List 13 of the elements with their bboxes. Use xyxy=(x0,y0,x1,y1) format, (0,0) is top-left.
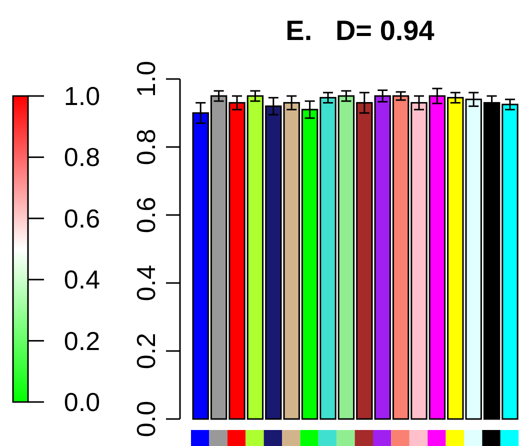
color-bar-label: 0.2 xyxy=(64,326,100,356)
color-bar-label: 1.0 xyxy=(64,81,100,111)
y-tick-label: 0.4 xyxy=(131,264,161,302)
color-bar-label: 0.8 xyxy=(64,142,100,172)
color-bar-label: 0.6 xyxy=(64,203,100,234)
y-tick-label: 0.2 xyxy=(131,332,161,370)
chart-title: E. D= 0.94 xyxy=(286,15,435,46)
y-tick-label: 0.0 xyxy=(131,400,161,438)
y-tick-label: 0.8 xyxy=(131,128,161,166)
color-bar-label: 0.0 xyxy=(64,387,100,417)
color-bar-label: 0.4 xyxy=(64,264,100,295)
y-tick-label: 1.0 xyxy=(131,60,161,98)
y-tick-label: 0.6 xyxy=(131,196,161,234)
